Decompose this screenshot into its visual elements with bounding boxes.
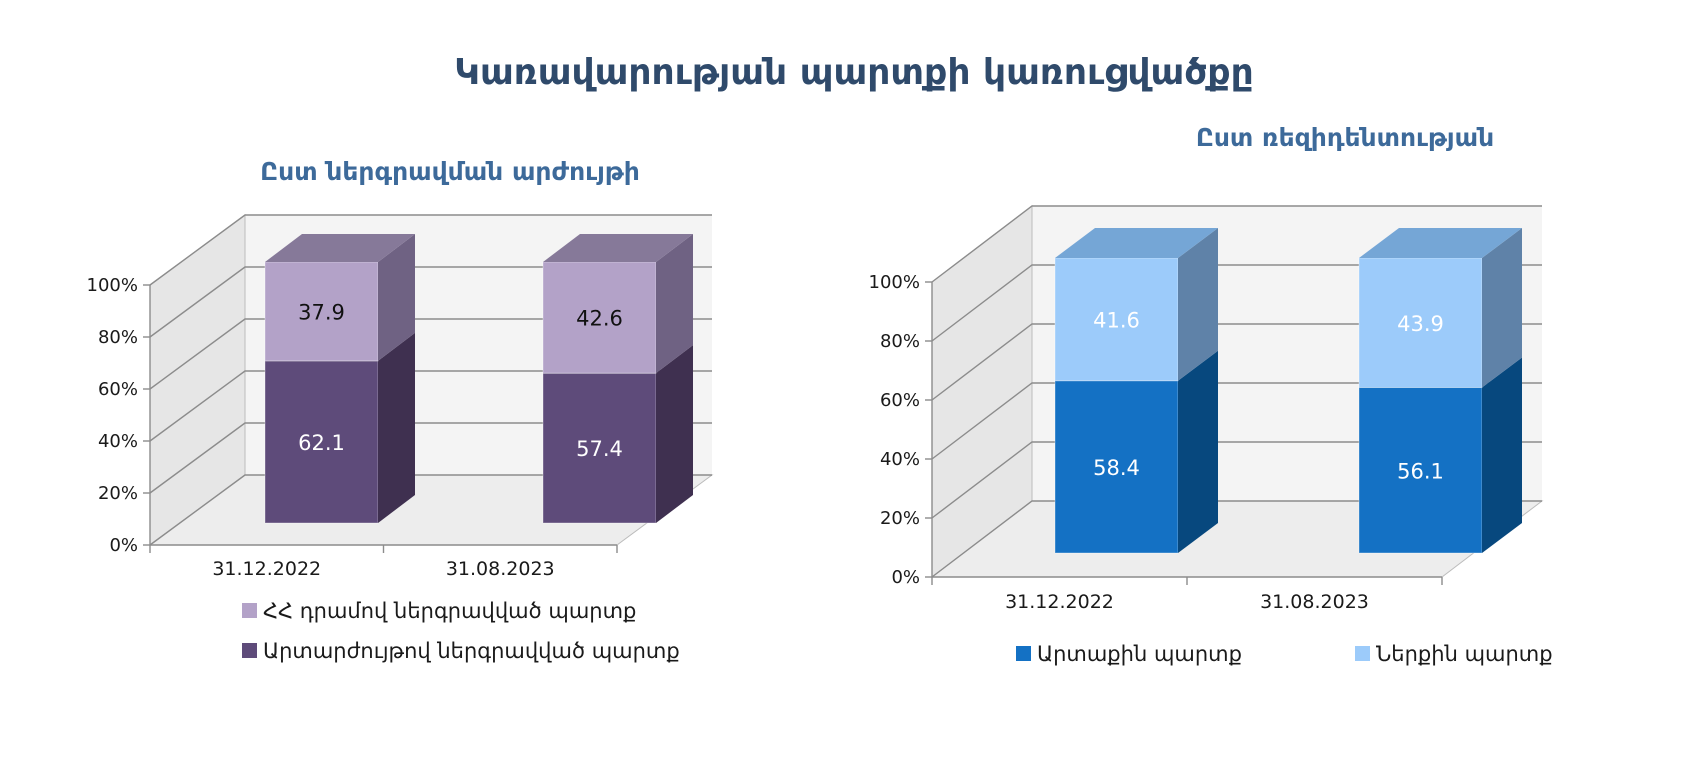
data-label: 58.4 xyxy=(1093,456,1140,480)
chart-subtitle: Ըստ ռեզիդենտության xyxy=(1196,123,1494,152)
y-tick-label: 60% xyxy=(98,379,138,400)
x-category-label: 31.08.2023 xyxy=(1260,591,1369,613)
legend-label: Ներքին պարտք xyxy=(1376,642,1553,666)
bar-top xyxy=(265,234,415,262)
data-label: 56.1 xyxy=(1397,459,1444,483)
bar-side xyxy=(1482,228,1522,388)
y-tick-label: 80% xyxy=(98,327,138,348)
bar-segment xyxy=(542,372,657,524)
y-tick-label: 100% xyxy=(869,272,920,293)
chart-1: Ըստ ներգրավման արժույթի 0% 20% 40% 60% 80% 100… xyxy=(87,157,714,663)
bar-side xyxy=(1178,350,1218,553)
data-label: 62.1 xyxy=(298,431,345,455)
chart-subtitle: Ըստ ներգրավման արժույթի xyxy=(260,157,640,186)
y-tick-label: 40% xyxy=(98,431,138,452)
bar-side xyxy=(656,234,693,374)
legend-swatch xyxy=(1016,646,1031,661)
bar-top xyxy=(543,234,693,262)
data-label: 42.6 xyxy=(576,307,623,331)
y-tick-label: 80% xyxy=(880,331,920,352)
y-tick-label: 0% xyxy=(891,567,920,588)
x-category-label: 31.12.2022 xyxy=(1005,591,1114,613)
bar-segment xyxy=(1054,380,1179,554)
bar-segment xyxy=(264,261,379,362)
data-label: 37.9 xyxy=(298,300,345,324)
bar-side xyxy=(378,234,415,361)
data-label: 43.9 xyxy=(1397,312,1444,336)
bar-top xyxy=(1055,228,1218,258)
y-tick-label: 60% xyxy=(880,390,920,411)
legend-label: Արտաքին պարտք xyxy=(1037,642,1242,666)
gridline xyxy=(931,205,1542,283)
y-tick-label: 20% xyxy=(98,483,138,504)
y-tick-label: 20% xyxy=(880,508,920,529)
page-title: Կառավարության պարտքի կառուցվածքը xyxy=(454,52,1254,93)
bar-side xyxy=(1482,357,1522,553)
y-tick-label: 40% xyxy=(880,449,920,470)
bar-top xyxy=(1359,228,1522,258)
legend-swatch xyxy=(242,603,257,618)
bar-side xyxy=(1178,228,1218,381)
bar-side xyxy=(378,332,415,523)
x-category-label: 31.08.2023 xyxy=(446,558,555,580)
chart-2: Ըստ ռեզիդենտության 0% 20% 40% 60% 80% 100% 58.4… xyxy=(869,123,1553,666)
gridline xyxy=(149,214,712,286)
legend-swatch xyxy=(242,643,257,658)
data-label: 41.6 xyxy=(1093,308,1140,332)
legend-label: ՀՀ դրամով ներգրավված պարտք xyxy=(263,599,636,623)
y-tick-label: 100% xyxy=(87,275,138,296)
legend-label: Արտարժույթով ներգրավված պարտք xyxy=(263,639,680,663)
y-tick-label: 0% xyxy=(109,535,138,556)
bar-segment xyxy=(1358,387,1483,554)
x-category-label: 31.12.2022 xyxy=(212,558,321,580)
data-label: 57.4 xyxy=(576,437,623,461)
legend-swatch xyxy=(1355,646,1370,661)
bar-segment xyxy=(1054,257,1179,382)
bar-side xyxy=(656,345,693,523)
